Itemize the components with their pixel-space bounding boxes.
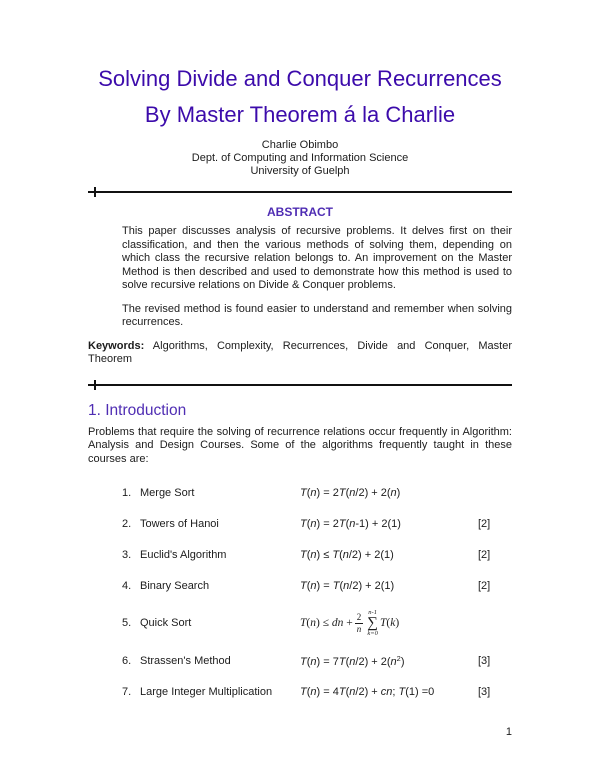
algorithm-item-binary-search: 4. Binary Search T(n) = T(n/2) + 2(1) [2… (88, 570, 512, 601)
paper-title-line1: Solving Divide and Conquer Recurrences (98, 66, 502, 91)
divider-tick (94, 187, 96, 197)
item-name: Binary Search (140, 579, 210, 592)
summation-lower-limit: k=0 (367, 630, 378, 637)
item-reference: [3] (478, 654, 491, 667)
summation: n-1 ∑ k=0 (367, 609, 378, 637)
algorithm-list: 1. Merge Sort T(n) = 2T(n/2) + 2(n) 2. T… (88, 477, 512, 707)
abstract-paragraph-2: The revised method is found easier to un… (122, 302, 512, 329)
abstract-paragraph-1: This paper discusses analysis of recursi… (122, 225, 512, 291)
keywords-label: Keywords: (88, 339, 145, 352)
author-department: Dept. of Computing and Information Scien… (191, 152, 409, 164)
abstract-heading: ABSTRACT (267, 205, 333, 219)
item-reference: [2] (478, 517, 491, 530)
keywords-paragraph: Keywords: Algorithms, Complexity, Recurr… (88, 340, 512, 367)
item-name: Strassen's Method (140, 654, 231, 667)
section-divider-bottom (88, 379, 512, 390)
item-name: Merge Sort (140, 486, 195, 499)
item-formula: T(n) = 4T(n/2) + cn; T(1) =0 (300, 685, 435, 698)
algorithm-item-merge-sort: 1. Merge Sort T(n) = 2T(n/2) + 2(n) (88, 477, 512, 508)
item-number: 6. (122, 654, 132, 667)
item-number: 3. (122, 548, 132, 561)
item-formula: T(n) = 7T(n/2) + 2(n2) (300, 653, 405, 668)
section-divider-top (88, 187, 512, 197)
item-name: Towers of Hanoi (140, 517, 219, 530)
item-number: 4. (122, 579, 132, 592)
algorithm-item-towers-of-hanoi: 2. Towers of Hanoi T(n) = 2T(n-1) + 2(1)… (88, 508, 512, 539)
item-number: 5. (122, 617, 132, 629)
paper-title-line2: By Master Theorem á la Charlie (144, 102, 456, 127)
formula-prefix: T(n) ≤ dn + (300, 617, 353, 629)
item-formula: T(n) = 2T(n-1) + 2(1) (300, 517, 401, 530)
item-formula-quicksort: T(n) ≤ dn + 2 n n-1 ∑ k=0 T(k) (300, 609, 399, 637)
item-formula: T(n) ≤ T(n/2) + 2(1) (300, 548, 394, 561)
page-number: 1 (505, 726, 512, 738)
introduction-heading: 1. Introduction (88, 401, 187, 419)
fraction-denominator: n (356, 623, 362, 634)
item-name: Euclid's Algorithm (140, 548, 227, 561)
item-reference: [2] (478, 579, 491, 592)
summation-upper-limit: n-1 (368, 609, 377, 616)
item-name: Large Integer Multiplication (140, 685, 273, 698)
algorithm-item-large-integer-multiplication: 7. Large Integer Multiplication T(n) = 4… (88, 676, 512, 707)
item-number: 7. (122, 685, 132, 698)
item-formula: T(n) = 2T(n/2) + 2(n) (300, 486, 401, 499)
fraction: 2 n (354, 611, 364, 634)
introduction-paragraph: Problems that require the solving of rec… (88, 425, 512, 465)
keywords-text: Algorithms, Complexity, Recurrences, Div… (88, 339, 512, 366)
algorithm-item-strassens-method: 6. Strassen's Method T(n) = 7T(n/2) + 2(… (88, 645, 512, 676)
item-name: Quick Sort (140, 617, 192, 629)
paper-content: Solving Divide and Conquer Recurrences B… (88, 66, 512, 707)
item-number: 1. (122, 486, 132, 499)
author-name: Charlie Obimbo (261, 139, 339, 151)
divider-tick (94, 379, 96, 390)
item-number: 2. (122, 517, 132, 530)
author-block: Charlie Obimbo Dept. of Computing and In… (88, 139, 512, 178)
algorithm-item-quick-sort: 5. Quick Sort T(n) ≤ dn + 2 n n-1 ∑ k=0 … (88, 601, 512, 645)
formula-suffix: T(k) (379, 617, 400, 629)
item-reference: [2] (478, 548, 491, 561)
item-formula: T(n) = T(n/2) + 2(1) (300, 579, 395, 592)
author-university: University of Guelph (250, 165, 350, 177)
sigma-symbol: ∑ (367, 615, 378, 631)
algorithm-item-euclids-algorithm: 3. Euclid's Algorithm T(n) ≤ T(n/2) + 2(… (88, 539, 512, 570)
item-reference: [3] (478, 685, 491, 698)
fraction-numerator: 2 (354, 611, 364, 624)
